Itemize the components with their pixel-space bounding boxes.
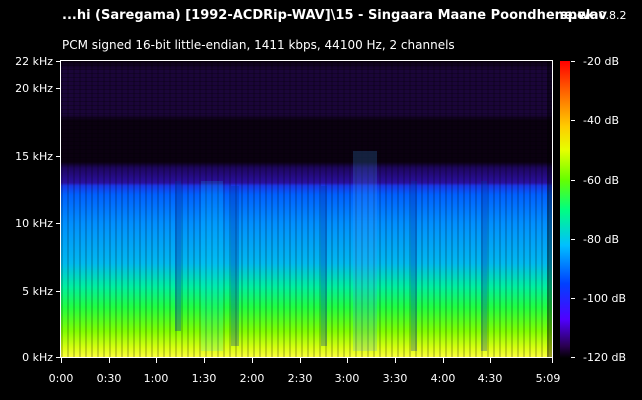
spectrogram-image [61,61,553,358]
time-tick-label: 0:00 [48,372,74,385]
frequency-tick-label: 22 kHz [15,55,53,68]
db-tick [571,120,575,121]
db-tick [571,357,575,358]
time-tick [204,358,205,363]
stream-info: PCM signed 16-bit little-endian, 1411 kb… [62,38,455,52]
frequency-tick-label: 20 kHz [15,82,53,95]
app-version: 0.8.2 [598,9,627,22]
db-tick-label: -80 dB [583,233,619,246]
frequency-tick [56,156,60,157]
time-tick-label: 0:30 [96,372,122,385]
app-name-label: spek [560,8,595,23]
time-tick [109,358,110,363]
time-tick-label: 3:30 [382,372,408,385]
db-tick [571,298,575,299]
db-tick [571,239,575,240]
time-tick [252,358,253,363]
time-tick [156,358,157,363]
db-tick-label: -100 dB [583,292,626,305]
time-tick-label: 2:30 [287,372,313,385]
db-tick-label: -60 dB [583,174,619,187]
spectrogram-plot [61,61,553,358]
file-title: ...hi (Saregama) [1992-ACDRip-WAV]\15 - … [62,8,607,23]
time-tick [300,358,301,363]
time-tick-label: 5:09 [535,372,561,385]
time-tick-label: 1:30 [191,372,217,385]
time-tick-label: 2:00 [239,372,265,385]
frequency-tick [56,223,60,224]
db-tick [571,61,575,62]
frequency-tick-label: 0 kHz [22,351,53,364]
db-tick-label: -120 dB [583,351,626,364]
time-tick-label: 3:00 [334,372,360,385]
db-tick-label: -40 dB [583,114,619,127]
time-tick [347,358,348,363]
frequency-tick [56,88,60,89]
frequency-tick-label: 5 kHz [22,285,53,298]
app-name: spek 0.8.2 [560,8,627,23]
time-tick [490,358,491,363]
frequency-tick [56,357,60,358]
time-tick [61,358,62,363]
frequency-tick-label: 10 kHz [15,217,53,230]
frequency-tick [56,61,60,62]
db-color-scale [560,61,570,358]
time-tick [552,358,553,363]
time-tick-label: 4:30 [477,372,503,385]
time-tick-label: 4:00 [430,372,456,385]
db-tick-label: -20 dB [583,55,619,68]
time-tick [443,358,444,363]
time-tick [395,358,396,363]
time-tick-label: 1:00 [143,372,169,385]
frequency-tick [56,291,60,292]
frequency-tick-label: 15 kHz [15,150,53,163]
db-tick [571,180,575,181]
